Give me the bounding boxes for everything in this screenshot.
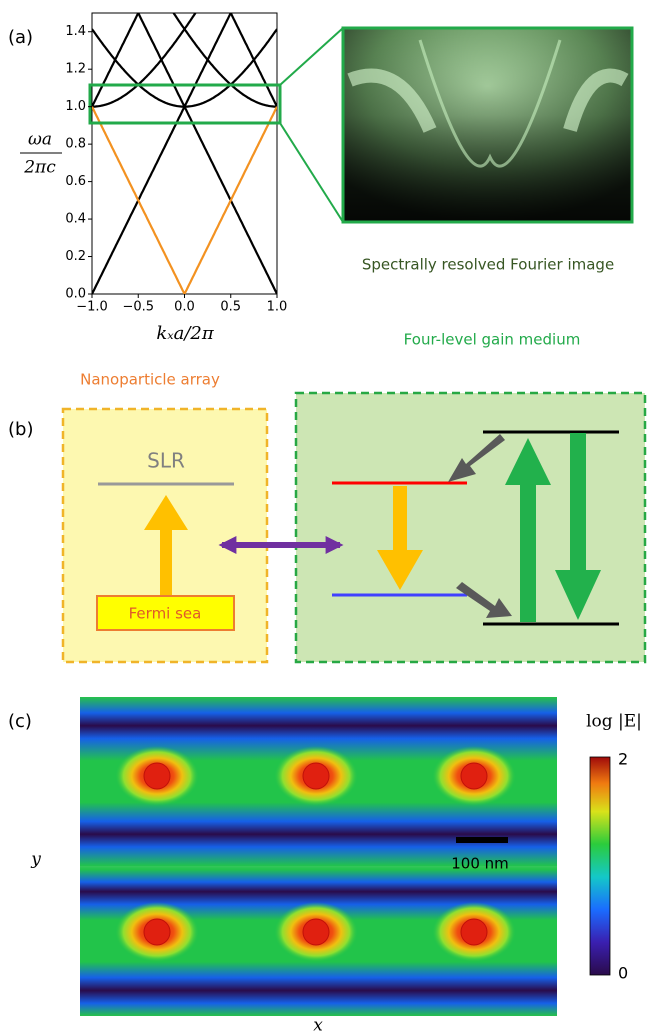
zoom-connector [280, 28, 343, 85]
band-curves [92, 0, 277, 294]
x-label: x [313, 1016, 323, 1036]
fourier-image [343, 28, 632, 222]
nanoparticle [144, 919, 170, 945]
band-curve [92, 0, 277, 107]
panel-label: (b) [8, 419, 33, 440]
y-tick-label: 0.2 [65, 249, 86, 264]
x-tick-label: −0.5 [122, 300, 154, 315]
x-tick-label: 0.5 [220, 300, 241, 315]
band-plot: ωa 2πc kₓa/2π [20, 0, 277, 344]
right-title: Four-level gain medium [404, 331, 581, 349]
band-curve [92, 0, 277, 294]
y-tick-label: 1.2 [65, 62, 86, 77]
colorbar-min: 0 [618, 964, 628, 983]
y-tick-label: 1.4 [65, 24, 86, 39]
y-label-numerator: ωa [28, 130, 52, 150]
colorbar [590, 757, 610, 975]
colorbar-title: log |E| [586, 712, 642, 732]
zoom-connector [280, 123, 343, 222]
x-tick-label: −1.0 [76, 300, 108, 315]
left-title: Nanoparticle array [80, 371, 220, 389]
nanoparticle [303, 919, 329, 945]
slr-label: SLR [147, 449, 185, 473]
colorbar-max: 2 [618, 750, 628, 769]
nanoparticle [303, 763, 329, 789]
x-tick-label: 1.0 [267, 300, 288, 315]
plot-frame [92, 13, 277, 294]
image-caption: Spectrally resolved Fourier image [362, 256, 614, 274]
nanoparticle [461, 763, 487, 789]
panel-label: (c) [8, 711, 32, 732]
figure: (a) (b) (c) ωa 2πc kₓa/2π Spectrally res… [0, 0, 649, 1036]
band-curve [92, 0, 277, 107]
nanoparticle [144, 763, 170, 789]
band-curve [92, 107, 277, 294]
fermi-sea-label: Fermi sea [129, 605, 202, 623]
y-tick-label: 0.8 [65, 137, 86, 152]
panel-label: (a) [8, 27, 33, 48]
y-label: y [30, 850, 41, 870]
y-tick-label: 0.4 [65, 212, 86, 227]
band-curve [92, 0, 277, 294]
y-tick-label: 0.6 [65, 174, 86, 189]
band-curve [92, 0, 277, 107]
y-tick-label: 0.0 [65, 287, 86, 302]
x-tick-label: 0.0 [174, 300, 195, 315]
band-curve [92, 0, 277, 107]
x-label: kₓa/2π [156, 323, 215, 344]
nanoparticle [461, 919, 487, 945]
scale-bar-label: 100 nm [451, 855, 509, 873]
band-curve [92, 29, 277, 107]
y-label-denominator: 2πc [23, 158, 56, 178]
y-tick-label: 1.0 [65, 99, 86, 114]
